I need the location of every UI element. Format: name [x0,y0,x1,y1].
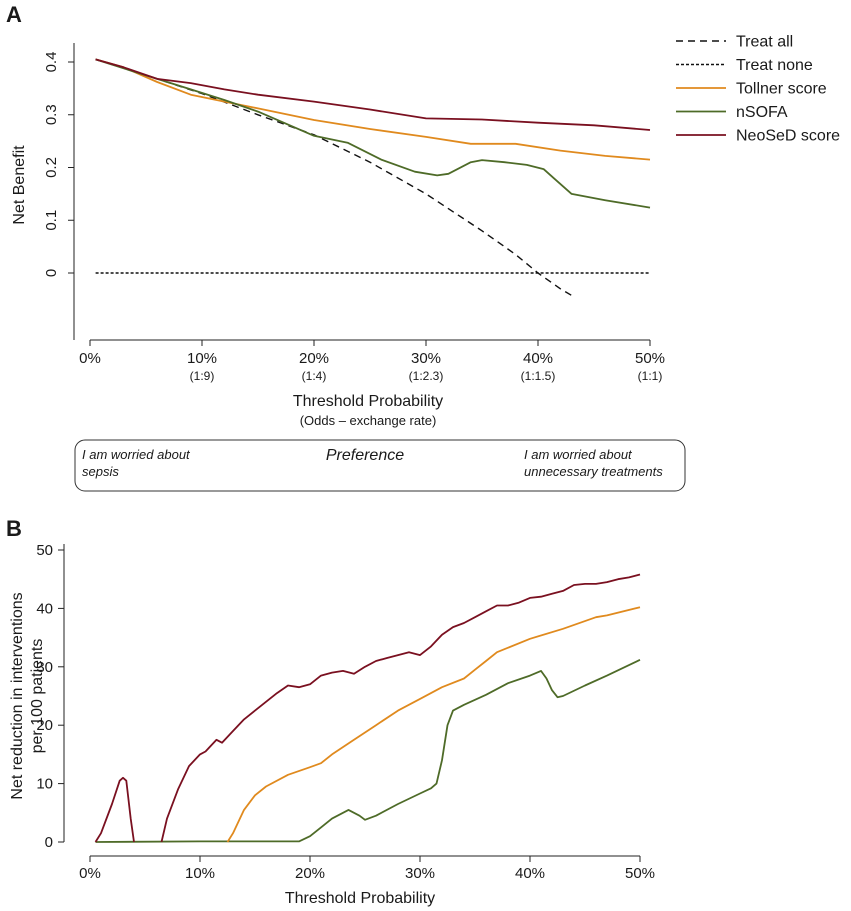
panel-a-line-neosed [95,58,651,131]
panel-b-y-axis-title-line1: Net reduction in interventions [9,592,26,799]
panel-a-line-tollner [95,58,651,161]
panel-a-label: A [6,2,22,27]
panel-a-y-tick-label: 0 [43,269,60,277]
legend-label-treat-none: Treat none [736,57,813,74]
legend-label-tollner: Tollner score [736,81,827,98]
panel-a-line-nsofa [95,58,651,209]
preference-box: I am worried about sepsis Preference I a… [74,439,686,492]
panel-a-x-axis-title: Threshold Probability [293,393,443,410]
panel-a-x-tick-label: 30% [411,350,441,367]
panel-b-line-neosed [94,776,135,843]
legend-label-neosed: NeoSeD score [736,128,840,145]
panel-b-y-tick-label: 20 [36,717,53,734]
panel-b-label: B [6,516,22,541]
panel-a-y-tick-label: 0.4 [43,52,60,73]
panel-a-x-tick-label: 0% [79,350,101,367]
panel-a-y-ticks: 0 0.1 0.2 0.3 0.4 [43,52,74,277]
panel-b-y-tick-label: 50 [36,542,53,559]
panel-b-x-tick-label: 50% [625,865,655,882]
panel-a-x-tick-odds: (1:4) [302,369,327,383]
preference-center-label: Preference [326,447,404,464]
panel-a-series [95,58,651,298]
panel-a-x-tick-label: 40% [523,350,553,367]
panel-b-y-axis-title-line2: per 100 patients [29,639,46,754]
legend: Treat all Treat none Tollner score nSOFA Neo… [676,34,840,145]
panel-a-y-tick-label: 0.3 [43,104,60,125]
panel-a-line-treat-all [95,58,575,298]
panel-b: B 0 10 20 30 40 50 0% 10% 20% 30% 40% 50% Net redu… [6,516,655,907]
panel-a-y-axis-title: Net Benefit [11,145,28,225]
panel-a-y-tick-label: 0.2 [43,157,60,178]
panel-b-series [94,573,641,843]
panel-b-x-ticks: 0% 10% 20% 30% 40% 50% [79,856,655,882]
panel-b-x-tick-label: 0% [79,865,101,882]
panel-b-y-ticks: 0 10 20 30 40 50 [36,542,64,851]
panel-b-x-tick-label: 40% [515,865,545,882]
panel-a-x-tick-label: 20% [299,350,329,367]
preference-right-line2: unnecessary treatments [524,464,663,479]
panel-a-x-tick-odds: (1:2.3) [409,369,444,383]
preference-left-line2: sepsis [82,464,119,479]
panel-a-x-tick-odds: (1:1.5) [521,369,556,383]
panel-b-y-tick-label: 10 [36,776,53,793]
panel-b-x-axis-title: Threshold Probability [285,890,435,907]
panel-b-line-tollner [226,606,641,843]
panel-a-x-axis-subtitle: (Odds – exchange rate) [300,413,437,428]
panel-b-y-tick-label: 40 [36,600,53,617]
preference-left-line1: I am worried about [82,447,191,462]
panel-b-y-tick-label: 30 [36,659,53,676]
panel-b-x-tick-label: 10% [185,865,215,882]
panel-a-x-tick-odds: (1:1) [638,369,663,383]
panel-a-x-tick-label: 50% [635,350,665,367]
panel-a-x-ticks: 0% 10% (1:9) 20% (1:4) 30% (1:2.3) 40% (1:1.5) 50… [79,340,665,383]
panel-b-y-tick-label: 0 [45,834,53,851]
panel-b-x-tick-label: 30% [405,865,435,882]
panel-a-x-tick-label: 10% [187,350,217,367]
panel-a-x-tick-odds: (1:9) [190,369,215,383]
panel-a: A 0 0.1 0.2 0.3 0.4 0% 10% (1:9) 20% (1:4) 30% (1:… [6,2,840,492]
preference-box-frame [74,439,686,492]
panel-a-y-tick-label: 0.1 [43,210,60,231]
legend-label-nsofa: nSOFA [736,104,788,121]
panel-b-line-nsofa [95,658,641,843]
preference-right-line1: I am worried about [524,447,633,462]
panel-b-x-tick-label: 20% [295,865,325,882]
legend-label-treat-all: Treat all [736,34,793,51]
panel-b-line-neosed [160,573,641,843]
